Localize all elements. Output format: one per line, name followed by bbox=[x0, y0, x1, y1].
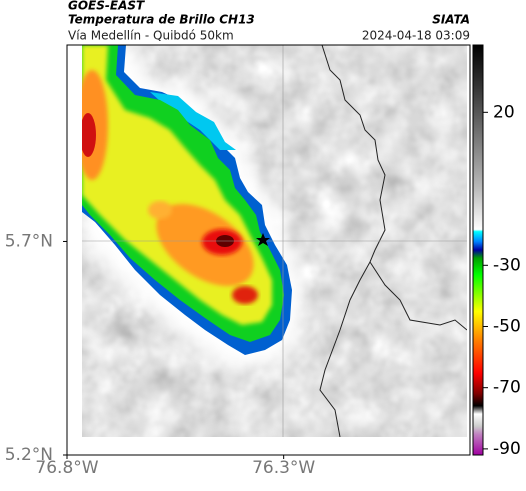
subtitle: Vía Medellín - Quibdó 50km bbox=[68, 29, 234, 43]
x-tick-label: 76.8°W bbox=[35, 458, 98, 478]
timestamp: 2024-04-18 03:09 bbox=[362, 29, 470, 43]
y-tick-label: 5.7°N bbox=[5, 231, 53, 251]
title: Temperatura de Brillo CH13 bbox=[68, 13, 255, 27]
colorbar-tick-label: -50 bbox=[493, 316, 521, 336]
colorbar-tick-label: -90 bbox=[493, 439, 521, 459]
colorbar-tick-label: 20 bbox=[493, 102, 515, 122]
colorbar bbox=[472, 44, 484, 456]
x-tick-label: 76.3°W bbox=[252, 458, 315, 478]
map-frame bbox=[66, 44, 471, 456]
agency: GOES-EAST bbox=[68, 0, 145, 13]
source: SIATA bbox=[432, 13, 470, 27]
y-tick-label: 5.2°N bbox=[5, 445, 53, 465]
satellite-image bbox=[82, 45, 467, 437]
colorbar-tick-label: -30 bbox=[493, 255, 521, 275]
colorbar-tick-label: -70 bbox=[493, 378, 521, 398]
